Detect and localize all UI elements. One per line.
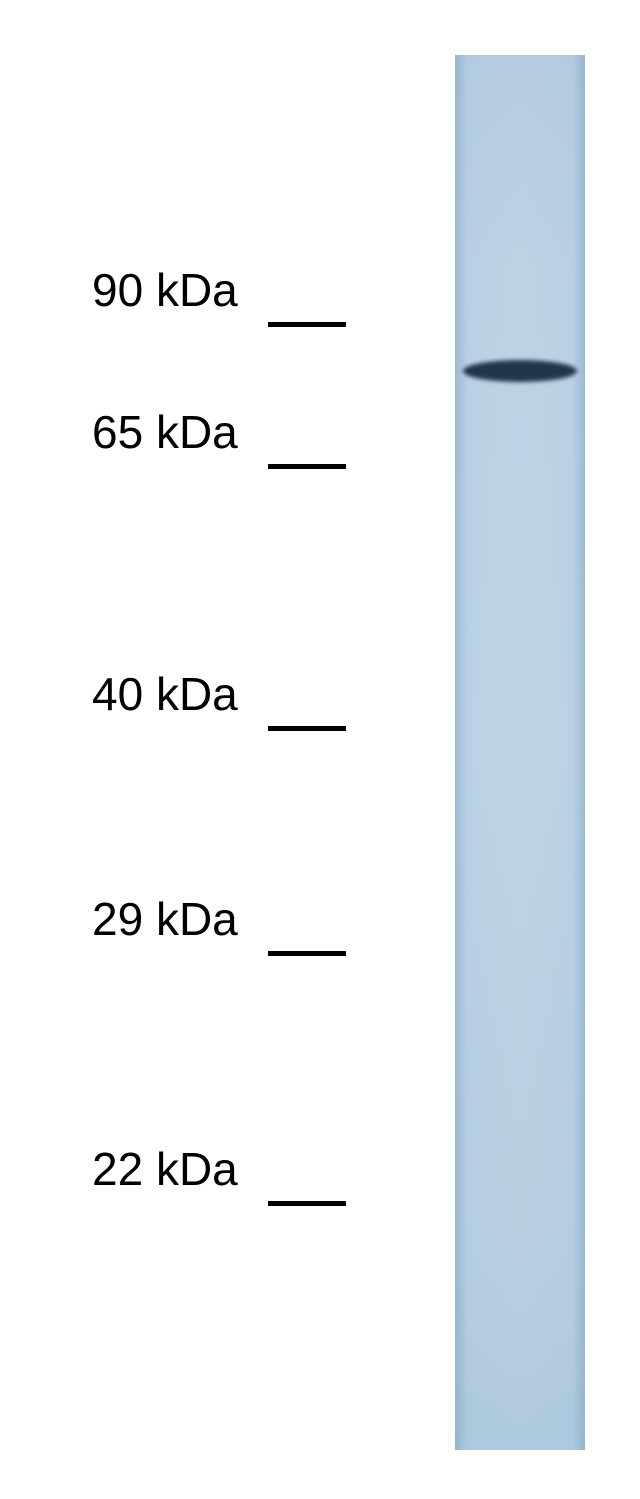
marker-label: 22 kDa xyxy=(92,1142,238,1196)
western-blot-figure: 90 kDa 65 kDa 40 kDa 29 kDa 22 kDa xyxy=(0,0,640,1499)
marker-label: 40 kDa xyxy=(92,667,238,721)
marker-label: 65 kDa xyxy=(92,405,238,459)
blot-band xyxy=(463,360,577,382)
marker-tick xyxy=(268,1201,346,1206)
marker-tick xyxy=(268,322,346,327)
blot-lane xyxy=(455,55,585,1450)
marker-label: 29 kDa xyxy=(92,892,238,946)
marker-tick xyxy=(268,726,346,731)
marker-tick xyxy=(268,951,346,956)
marker-label: 90 kDa xyxy=(92,263,238,317)
marker-tick xyxy=(268,464,346,469)
